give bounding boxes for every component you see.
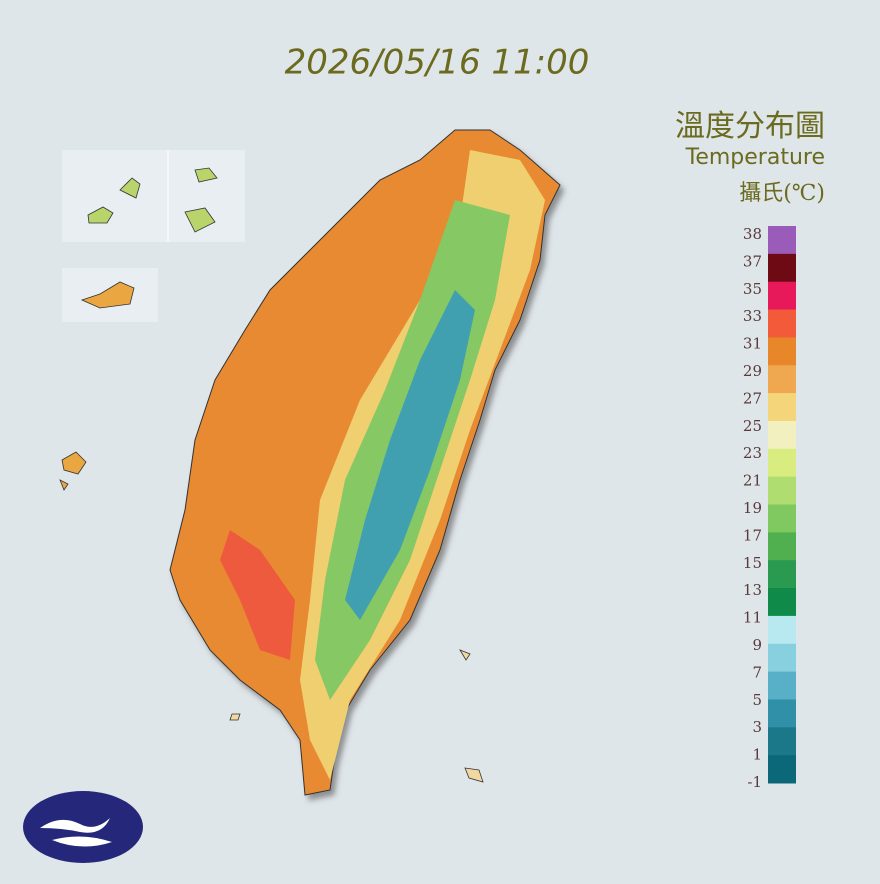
legend-swatch: [768, 643, 796, 673]
legend-swatch: [768, 671, 796, 700]
legend-swatch: [768, 393, 796, 422]
legend-swatch: [768, 253, 796, 283]
legend-tick-label: 19: [743, 499, 762, 517]
legend-tick-label: 11: [743, 609, 762, 627]
legend-tick-label: 29: [743, 362, 762, 380]
legend-tick-label: 9: [752, 636, 762, 654]
legend-tick-label: 38: [743, 225, 762, 243]
legend-tick-label: 31: [743, 335, 762, 353]
legend-swatch: [768, 337, 796, 366]
legend-tick-label: 21: [743, 472, 762, 490]
legend-swatch: [768, 560, 796, 589]
title: 溫度分布圖: [675, 109, 825, 144]
subtitle: Temperature: [685, 145, 825, 170]
legend-tick-label: 17: [743, 526, 762, 544]
legend-tick-label: 5: [752, 691, 762, 709]
legend-swatch: [768, 365, 796, 394]
legend-tick-label: 25: [743, 417, 762, 435]
legend-tick-label: 33: [743, 307, 762, 325]
legend-swatch: [768, 504, 796, 533]
legend-tick-label: 13: [743, 581, 762, 599]
legend-swatch: [768, 615, 796, 645]
legend-swatch: [768, 281, 796, 311]
penghu: [59, 451, 87, 491]
legend-swatch: [768, 448, 796, 478]
inset-islands: [87, 167, 218, 233]
legend-tick-label: 27: [743, 389, 762, 407]
zone-hot: [220, 530, 295, 660]
legend-swatch: [768, 699, 796, 728]
legend-swatch: [768, 532, 796, 561]
legend-tick-label: 37: [743, 252, 762, 270]
taiwan: [169, 129, 561, 796]
timestamp: 2026/05/16 11:00: [285, 43, 590, 83]
legend-swatch: [768, 420, 796, 450]
legend-swatch: [768, 476, 796, 505]
legend-swatch: [768, 755, 796, 784]
legend-tick-label: -1: [747, 773, 762, 791]
legend-tick-label: 23: [743, 444, 762, 462]
legend-swatch: [768, 727, 796, 756]
legend-tick-label: 7: [752, 663, 762, 681]
legend-swatch: [768, 309, 796, 338]
legend-swatch: [768, 226, 796, 255]
small-islands: [229, 649, 484, 783]
inset-matsu: [62, 150, 245, 242]
legend-tick-label: 35: [743, 280, 762, 298]
kinmen: [80, 281, 135, 309]
zone-cold: [345, 290, 475, 620]
unit: 攝氏(℃): [739, 181, 825, 206]
legend-tick-label: 15: [743, 554, 762, 572]
legend-tick-label: 3: [752, 718, 762, 736]
legend-tick-label: 1: [752, 746, 762, 764]
logo-mark: [40, 818, 112, 847]
legend-swatch: [768, 588, 796, 617]
